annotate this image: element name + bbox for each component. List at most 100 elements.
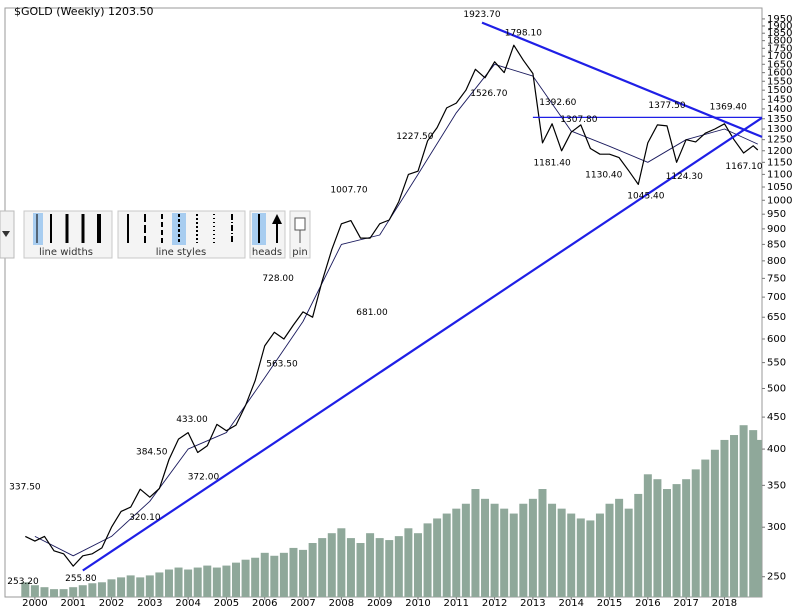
trendline: [82, 116, 763, 572]
volume-bar: [586, 520, 595, 597]
y-tick-label: 1700: [767, 51, 792, 62]
y-tick-label: 1050: [767, 182, 792, 193]
y-tick-label: 800: [767, 256, 786, 267]
x-tick-label: 2015: [597, 598, 622, 609]
y-tick-label: 1600: [767, 68, 792, 79]
y-tick-label: 1550: [767, 76, 792, 87]
y-tick-label: 500: [767, 383, 786, 394]
volume-bar: [404, 528, 413, 597]
y-tick-label: 1350: [767, 114, 792, 125]
volume-bar: [605, 503, 614, 597]
price-annotation: 1369.40: [710, 102, 747, 112]
volume-bar: [212, 567, 221, 597]
price-annotation: 433.00: [176, 415, 208, 425]
volume-bar: [97, 582, 106, 597]
volume-bar: [433, 518, 442, 597]
price-annotation: 320.10: [129, 513, 161, 523]
volume-bar: [375, 538, 384, 597]
x-tick-label: 2002: [99, 598, 124, 609]
x-tick-label: 2009: [367, 598, 392, 609]
volume-bar: [222, 565, 231, 597]
volume-bar: [442, 513, 451, 597]
y-tick-label: 900: [767, 224, 786, 235]
x-tick-label: 2006: [252, 598, 277, 609]
volume-bar: [232, 562, 241, 597]
volume-bar: [337, 528, 346, 597]
price-annotation: 372.00: [188, 472, 220, 482]
y-tick-label: 950: [767, 209, 786, 220]
x-tick-label: 2014: [558, 598, 583, 609]
toolbar: line widths line styles heads pin: [0, 210, 311, 259]
line-styles-group[interactable]: line styles: [117, 210, 246, 259]
y-tick-label: 550: [767, 358, 786, 369]
volume-bar: [672, 484, 681, 597]
text-layer: 250 300 350 400 450 500 550 600 650 700 750 800 850 9…: [7, 10, 792, 609]
pin-group[interactable]: pin: [289, 210, 311, 259]
x-tick-label: 2008: [329, 598, 354, 609]
volume-bar: [366, 533, 375, 597]
price-annotation: 1227.50: [396, 132, 433, 142]
volume-bar: [749, 430, 758, 597]
y-tick-label: 1750: [767, 43, 792, 54]
price-annotation: 1526.70: [470, 89, 507, 99]
arrow-head: [272, 214, 282, 224]
volume-bar: [557, 508, 566, 597]
price-annotation: 1377.50: [648, 101, 685, 111]
x-tick-label: 2000: [22, 598, 47, 609]
volume-bar: [184, 569, 193, 597]
x-tick-label: 2013: [520, 598, 545, 609]
y-tick-label: 400: [767, 444, 786, 455]
price-annotation: 1045.40: [627, 192, 664, 202]
volume-bar: [155, 572, 164, 597]
volume-bar: [289, 547, 298, 597]
volume-bar: [615, 498, 624, 597]
y-tick-label: 1900: [767, 21, 792, 32]
y-tick-label: 1250: [767, 135, 792, 146]
volume-bar: [662, 489, 671, 597]
volume-bar: [164, 569, 173, 597]
volume-bar: [500, 508, 509, 597]
volume-bar: [193, 567, 202, 597]
x-tick-label: 2012: [482, 598, 507, 609]
tool-label: pin: [292, 247, 307, 258]
volume-bar: [691, 469, 700, 597]
volume-bar: [107, 579, 116, 597]
price-annotation: 1167.10: [725, 162, 762, 172]
y-tick-label: 300: [767, 522, 786, 533]
volume-bar: [739, 425, 748, 597]
volume-bar: [643, 474, 652, 597]
volume-bar: [203, 565, 212, 597]
x-tick-label: 2001: [60, 598, 85, 609]
volume-bar: [423, 523, 432, 597]
price-annotation: 1392.60: [539, 98, 576, 108]
volume-bar: [356, 543, 365, 597]
heads-group[interactable]: heads: [249, 210, 286, 259]
volume-bar: [327, 533, 336, 597]
line-widths-group[interactable]: line widths: [23, 210, 113, 259]
price-annotation: 563.50: [266, 360, 298, 370]
volume-bar: [528, 498, 537, 597]
volume-bar: [481, 498, 490, 597]
pin-icon: [294, 217, 306, 231]
volume-bar: [251, 557, 260, 597]
moving-average: [34, 63, 758, 557]
selected-highlight: [33, 213, 43, 245]
x-tick-label: 2011: [444, 598, 469, 609]
y-tick-label: 1100: [767, 169, 792, 180]
volume-bar: [394, 536, 403, 597]
volume-bar: [308, 543, 317, 597]
volume-bar: [30, 585, 39, 597]
x-tick-label: 2010: [405, 598, 430, 609]
price-annotation: 1130.40: [585, 170, 622, 180]
volume-bar: [78, 585, 87, 597]
price-annotation: 253.20: [7, 577, 39, 587]
volume-bar: [318, 538, 327, 597]
volume-bar: [117, 577, 126, 597]
price-annotation: 1007.70: [330, 186, 367, 196]
y-tick-label: 1400: [767, 104, 792, 115]
tool-label: heads: [252, 247, 282, 258]
volume-bar: [634, 493, 643, 597]
volume-bar: [576, 518, 585, 597]
price-annotation: 1798.10: [505, 28, 542, 38]
price-annotation: 1181.40: [533, 158, 570, 168]
